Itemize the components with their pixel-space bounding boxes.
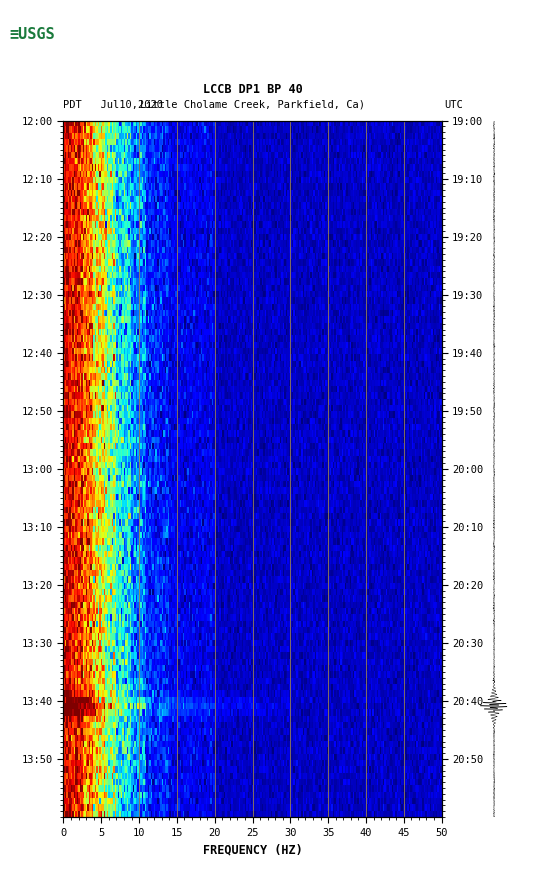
Text: Little Cholame Creek, Parkfield, Ca): Little Cholame Creek, Parkfield, Ca) (140, 100, 365, 110)
Text: LCCB DP1 BP 40: LCCB DP1 BP 40 (203, 82, 302, 96)
Text: ≡USGS: ≡USGS (9, 27, 55, 42)
Text: UTC: UTC (444, 100, 463, 110)
Text: PDT   Jul10,2020: PDT Jul10,2020 (63, 100, 163, 110)
X-axis label: FREQUENCY (HZ): FREQUENCY (HZ) (203, 843, 302, 856)
